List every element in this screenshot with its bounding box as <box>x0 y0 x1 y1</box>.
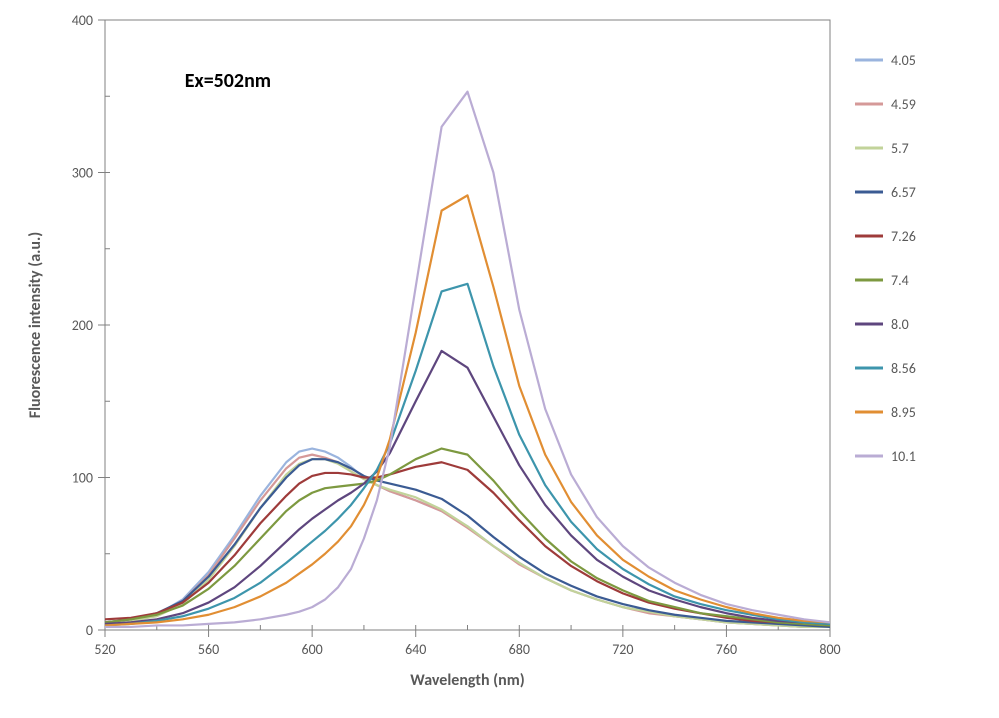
svg-text:560: 560 <box>198 641 219 658</box>
svg-text:0: 0 <box>86 622 93 639</box>
svg-text:100: 100 <box>72 470 93 487</box>
legend-label: 10.1 <box>891 448 916 465</box>
legend-label: 8.0 <box>891 316 909 333</box>
y-axis-label: Fluorescence intensity (a.u.) <box>26 232 45 419</box>
fluorescence-spectrum-chart: 520 560 600 640 680 720 760 800 0 100 200 300 400 Wav… <box>0 0 999 718</box>
svg-text:720: 720 <box>612 641 633 658</box>
svg-text:760: 760 <box>716 641 737 658</box>
svg-text:680: 680 <box>509 641 530 658</box>
excitation-annotation: Ex=502nm <box>185 69 271 93</box>
svg-text:300: 300 <box>72 165 93 182</box>
svg-text:520: 520 <box>94 641 115 658</box>
x-axis-label: Wavelength (nm) <box>410 671 524 690</box>
legend-label: 7.4 <box>891 272 909 289</box>
svg-text:400: 400 <box>72 12 93 29</box>
legend-label: 5.7 <box>891 140 909 157</box>
legend-label: 6.57 <box>891 184 916 201</box>
svg-text:800: 800 <box>819 641 840 658</box>
svg-text:640: 640 <box>405 641 426 658</box>
legend-label: 8.56 <box>891 360 916 377</box>
legend-label: 8.95 <box>891 404 916 421</box>
legend-label: 4.05 <box>891 52 916 69</box>
svg-text:600: 600 <box>301 641 322 658</box>
chart-container: 520 560 600 640 680 720 760 800 0 100 200 300 400 Wav… <box>0 0 999 718</box>
legend-label: 7.26 <box>891 228 916 245</box>
legend-label: 4.59 <box>891 96 916 113</box>
svg-text:200: 200 <box>72 317 93 334</box>
